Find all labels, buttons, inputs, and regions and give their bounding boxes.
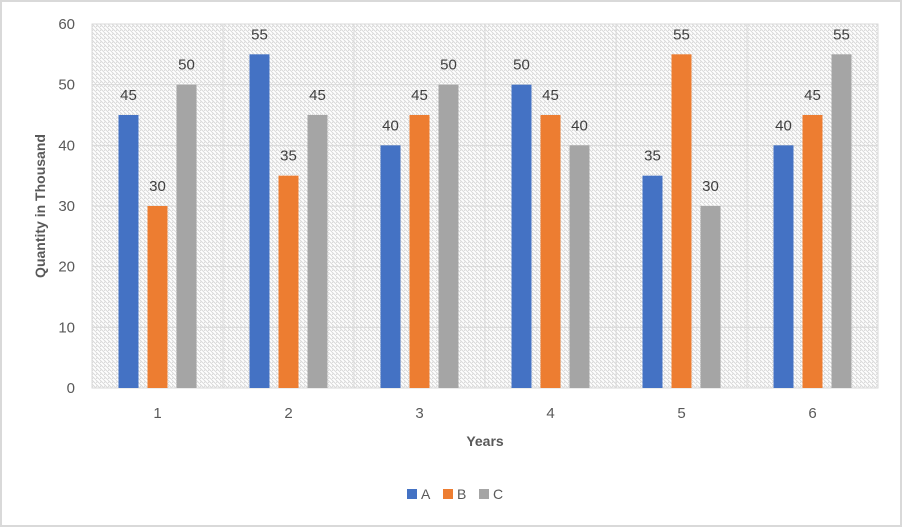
data-label: 50 [513, 57, 530, 74]
data-label: 35 [280, 148, 297, 165]
y-axis: 0 10 20 30 40 50 60 [58, 16, 75, 397]
bar-b [409, 115, 430, 388]
x-tick-label: 2 [284, 405, 292, 422]
data-label: 50 [178, 57, 195, 74]
legend-swatch-a [407, 489, 417, 499]
x-tick-label: 5 [677, 405, 685, 422]
bar-a [249, 54, 270, 388]
bar-b [540, 115, 561, 388]
legend-label-a: A [421, 486, 431, 502]
data-label: 45 [542, 87, 559, 104]
x-tick-label: 3 [415, 405, 423, 422]
y-tick-label: 60 [58, 16, 75, 33]
data-label: 55 [833, 26, 850, 43]
bar-c [438, 84, 459, 389]
bar-b [278, 175, 299, 388]
data-label: 30 [702, 178, 719, 195]
x-tick-label: 6 [808, 405, 816, 422]
bar-a [642, 175, 663, 388]
y-tick-label: 30 [58, 198, 75, 215]
y-tick-label: 40 [58, 137, 75, 154]
legend-swatch-c [479, 489, 489, 499]
bar-c [307, 115, 328, 388]
data-label: 40 [775, 117, 792, 134]
data-label: 55 [251, 26, 268, 43]
bar-a [773, 145, 794, 388]
data-label: 35 [644, 148, 661, 165]
bar-b [671, 54, 692, 388]
y-axis-title: Quantity in Thousand [32, 134, 48, 278]
legend-swatch-b [443, 489, 453, 499]
gridlines [92, 23, 878, 389]
bars [118, 54, 852, 389]
y-tick-label: 20 [58, 259, 75, 276]
data-label: 45 [120, 87, 137, 104]
data-label: 55 [673, 26, 690, 43]
y-tick-label: 0 [67, 380, 75, 397]
data-labels: 45 30 50 55 35 45 40 45 50 50 45 40 35 55 30 40 45 55 [120, 26, 850, 195]
x-axis-title: Years [466, 433, 504, 449]
data-label: 45 [804, 87, 821, 104]
x-tick-label: 4 [546, 405, 554, 422]
bar-b [802, 115, 823, 388]
data-label: 30 [149, 178, 166, 195]
bar-c [569, 145, 590, 388]
y-tick-label: 10 [58, 319, 75, 336]
legend: A B C [407, 486, 503, 502]
y-tick-label: 50 [58, 77, 75, 94]
bar-b [147, 206, 168, 388]
bar-a [380, 145, 401, 388]
bar-a [118, 115, 139, 388]
legend-label-b: B [457, 486, 466, 502]
data-label: 45 [309, 87, 326, 104]
data-label: 40 [382, 117, 399, 134]
x-axis: 1 2 3 4 5 6 [153, 405, 816, 422]
data-label: 40 [571, 117, 588, 134]
x-tick-label: 1 [153, 405, 161, 422]
legend-label-c: C [493, 486, 503, 502]
data-label: 50 [440, 57, 457, 74]
bar-c [700, 206, 721, 388]
bar-c [831, 54, 852, 388]
bar-c [176, 84, 197, 389]
data-label: 45 [411, 87, 428, 104]
bar-a [511, 84, 532, 389]
